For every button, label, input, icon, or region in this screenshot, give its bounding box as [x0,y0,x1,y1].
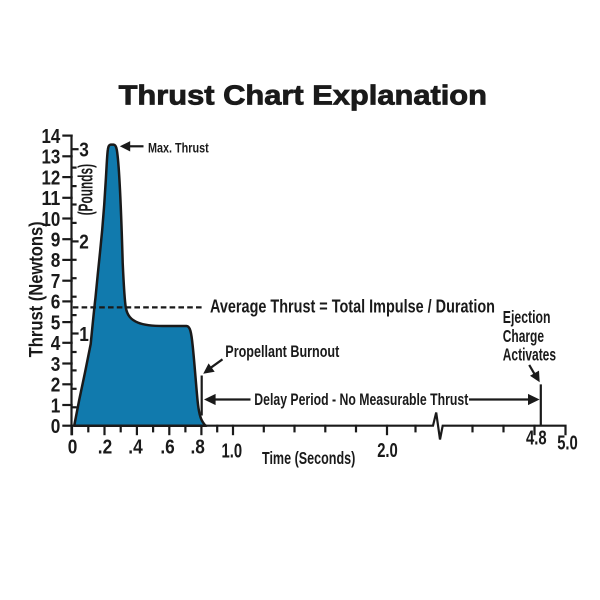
svg-text:.8: .8 [191,436,205,459]
svg-text:2: 2 [51,374,61,397]
svg-text:10: 10 [42,208,61,231]
svg-text:1: 1 [51,394,61,417]
svg-text:4.8: 4.8 [526,427,547,450]
svg-text:Time (Seconds): Time (Seconds) [262,448,355,468]
svg-text:1: 1 [79,323,89,346]
svg-text:Ejection: Ejection [503,307,551,327]
svg-text:Propellant Burnout: Propellant Burnout [225,342,339,361]
svg-text:0: 0 [51,415,61,438]
svg-text:Delay Period - No Measurable T: Delay Period - No Measurable Thrust [254,390,468,409]
svg-text:9: 9 [51,229,61,252]
svg-text:Max. Thrust: Max. Thrust [148,140,209,156]
svg-text:Thrust (Newtons): Thrust (Newtons) [27,221,48,357]
svg-text:Average Thrust = Total Impulse: Average Thrust = Total Impulse / Duratio… [210,296,495,317]
svg-text:5: 5 [51,311,61,334]
svg-text:13: 13 [42,146,61,169]
svg-text:8: 8 [51,249,61,272]
svg-text:2.0: 2.0 [377,439,398,462]
svg-text:7: 7 [51,270,61,293]
svg-text:3: 3 [79,139,89,162]
svg-text:11: 11 [42,187,61,210]
svg-text:3: 3 [51,353,61,376]
svg-text:.6: .6 [160,436,174,459]
svg-text:4: 4 [51,332,61,355]
svg-text:(Pounds): (Pounds) [75,164,98,216]
svg-text:0: 0 [68,436,78,459]
svg-text:.4: .4 [128,436,143,459]
svg-text:.2: .2 [98,436,112,459]
svg-text:6: 6 [51,291,61,314]
svg-text:5.0: 5.0 [557,432,578,455]
svg-text:Activates: Activates [503,345,556,365]
svg-text:1.0: 1.0 [222,440,243,463]
svg-text:12: 12 [42,166,61,189]
svg-text:Charge: Charge [503,326,544,346]
svg-text:14: 14 [42,125,61,148]
svg-text:2: 2 [79,231,89,254]
svg-text:Thrust Chart Explanation: Thrust Chart Explanation [119,80,487,111]
